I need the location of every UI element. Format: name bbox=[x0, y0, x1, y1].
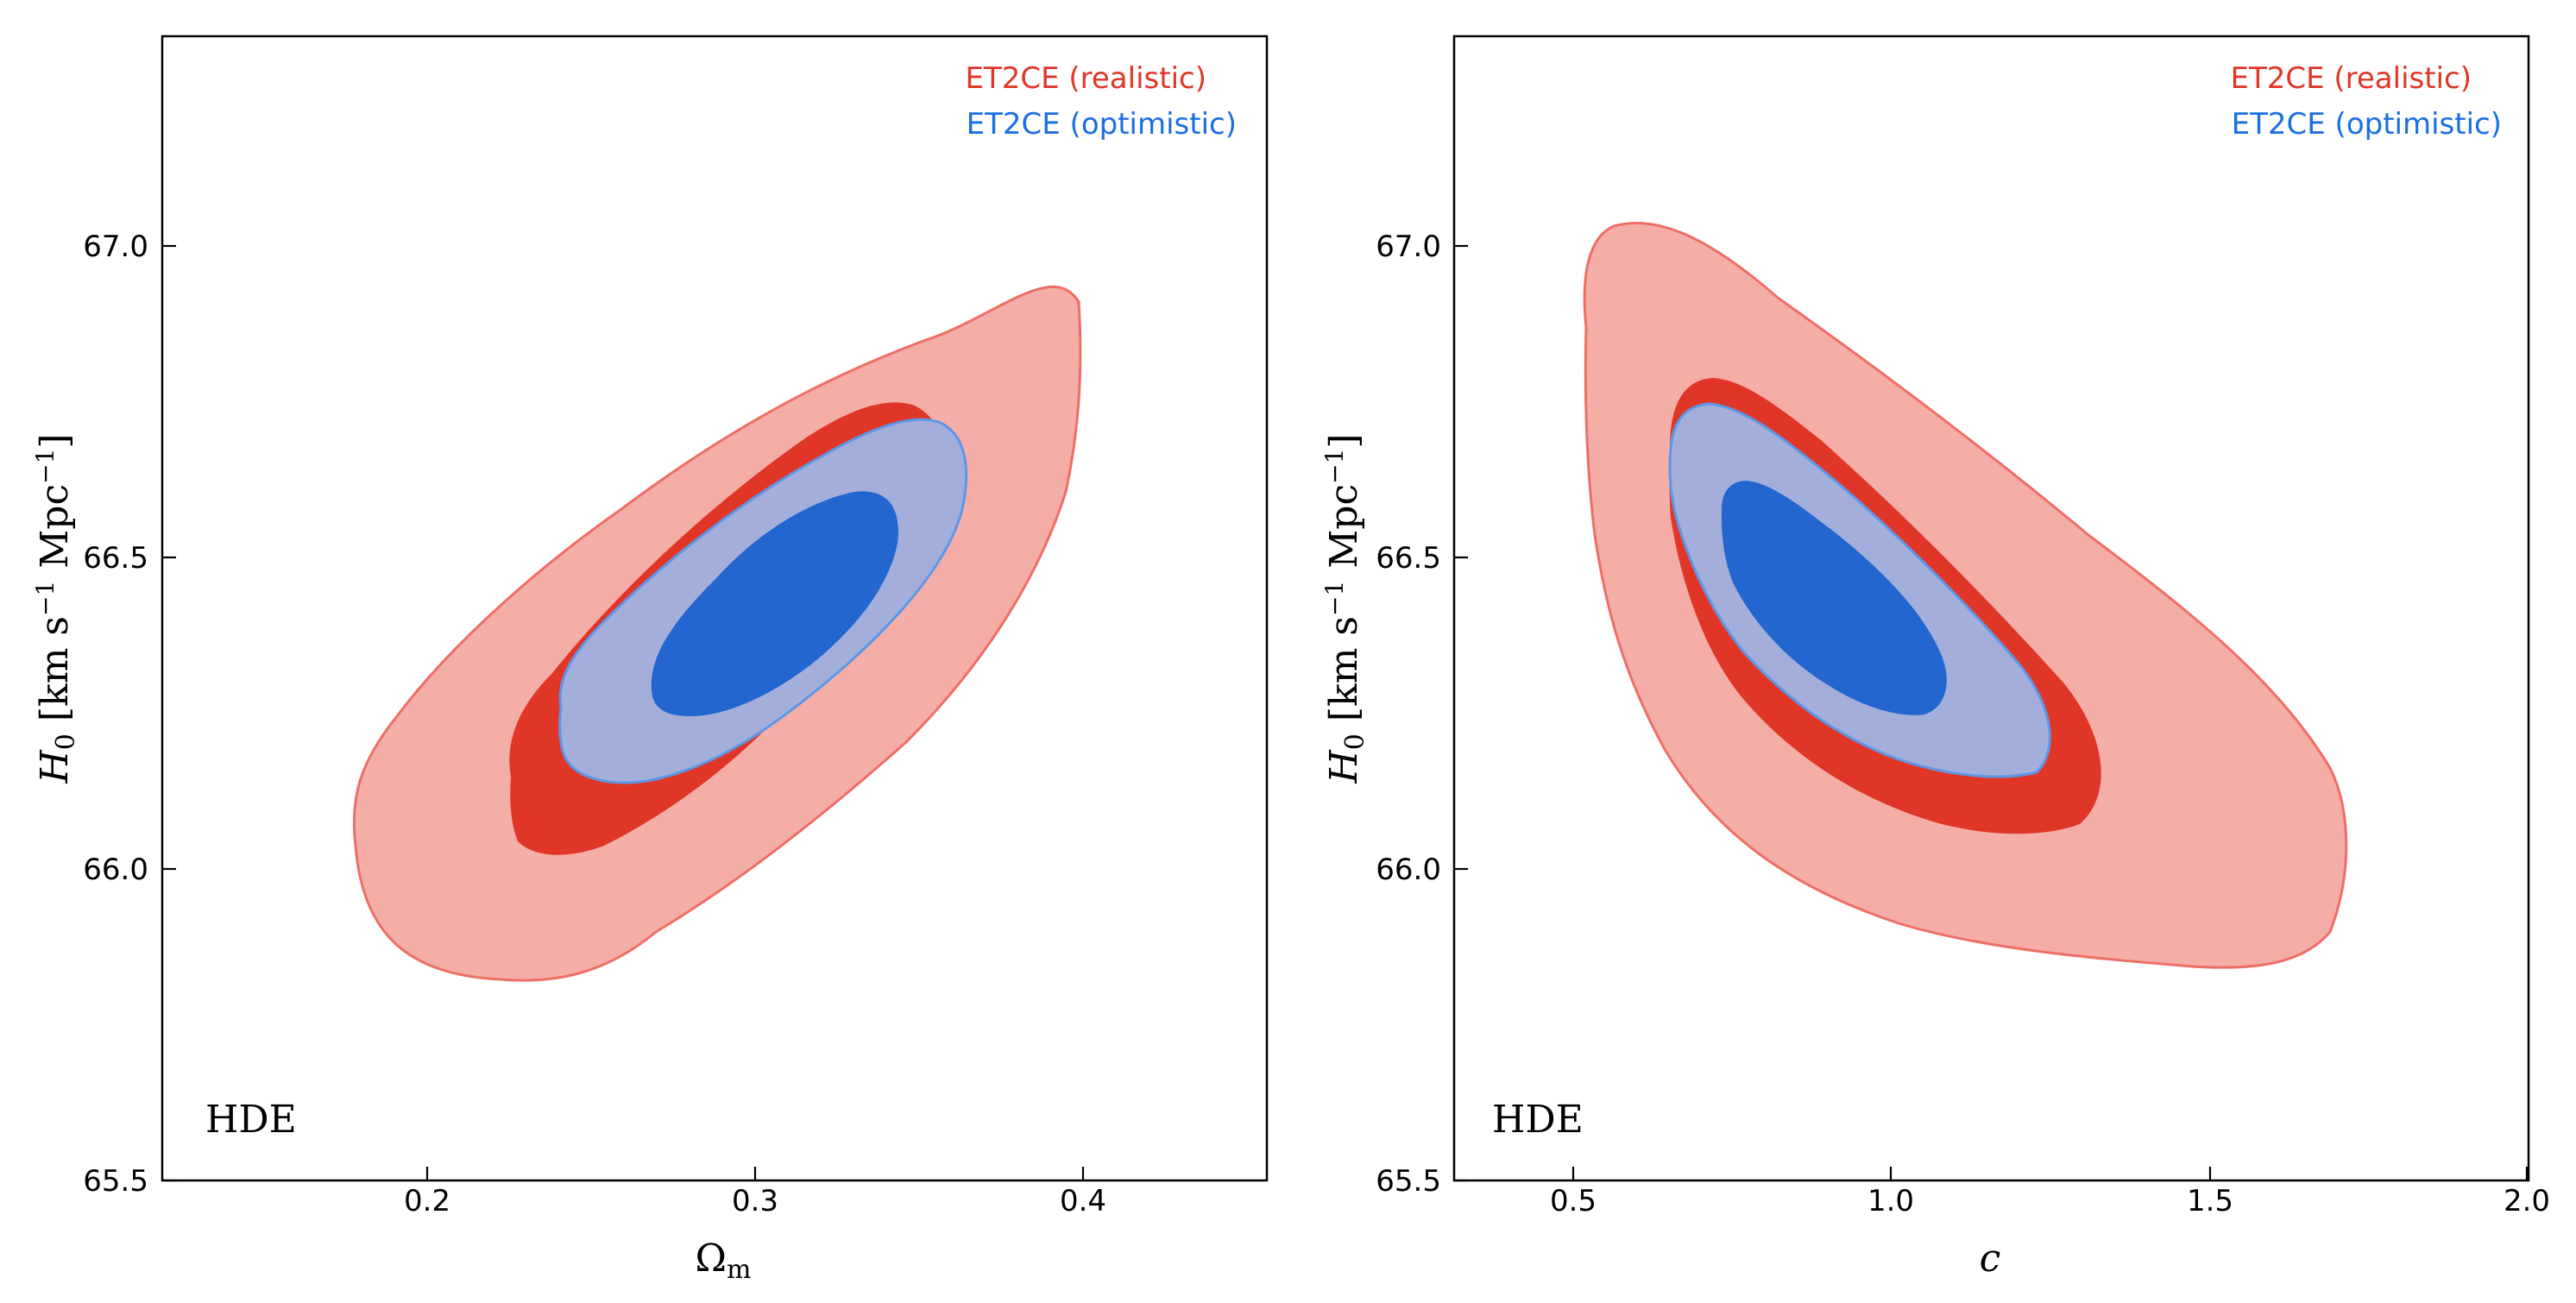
right-ytick-label: 67.0 bbox=[1376, 230, 1441, 264]
right-ytick-label: 66.5 bbox=[1376, 541, 1441, 576]
right-ytick-label: 65.5 bbox=[1376, 1164, 1441, 1199]
right-ytick-label: 66.0 bbox=[1376, 853, 1441, 887]
left-x-axis-label: Ωm bbox=[696, 1237, 752, 1285]
left-xtick-label: 0.4 bbox=[1060, 1184, 1106, 1218]
right-x-axis-label: c bbox=[1980, 1237, 2001, 1281]
left-ytick-label: 66.0 bbox=[83, 853, 148, 887]
right-y-axis-ticks bbox=[1454, 244, 1468, 1182]
left-y-axis-label: H0 [km s−1 Mpc−1] bbox=[31, 433, 81, 784]
right-contours bbox=[1583, 222, 2348, 969]
right-xtick-label: 1.5 bbox=[2187, 1184, 2233, 1218]
left-legend-realistic: ET2CE (realistic) bbox=[965, 61, 1206, 96]
left-y-axis-ticks bbox=[162, 244, 176, 1182]
left-optimistic-1sigma bbox=[651, 491, 898, 716]
right-xtick-label: 2.0 bbox=[2504, 1184, 2550, 1218]
right-annotation-hde: HDE bbox=[1492, 1098, 1584, 1142]
right-legend-realistic: ET2CE (realistic) bbox=[2230, 61, 2472, 96]
right-x-axis-ticks bbox=[1571, 1167, 2529, 1180]
right-legend-optimistic: ET2CE (optimistic) bbox=[2232, 107, 2502, 142]
right-xtick-label: 0.5 bbox=[1550, 1184, 1597, 1218]
panel-right: 0.5 1.0 1.5 2.0 65.5 66.0 66.5 67.0 ET2C… bbox=[1320, 35, 2550, 1281]
left-xtick-label: 0.2 bbox=[404, 1184, 450, 1218]
left-annotation-hde: HDE bbox=[205, 1098, 297, 1142]
left-ytick-label: 66.5 bbox=[83, 541, 148, 576]
left-contours bbox=[352, 285, 1082, 982]
left-legend-optimistic: ET2CE (optimistic) bbox=[967, 107, 1237, 142]
left-xtick-label: 0.3 bbox=[732, 1184, 778, 1218]
right-optimistic-1sigma bbox=[1721, 481, 1947, 715]
left-ytick-label: 65.5 bbox=[83, 1164, 148, 1199]
left-x-axis-ticks bbox=[425, 1167, 1085, 1180]
right-xtick-label: 1.0 bbox=[1867, 1184, 1914, 1218]
right-plot-frame bbox=[1452, 35, 2530, 1182]
right-y-axis-label: H0 [km s−1 Mpc−1] bbox=[1320, 433, 1370, 784]
left-plot-frame bbox=[161, 35, 1269, 1182]
left-ytick-label: 67.0 bbox=[83, 230, 148, 264]
panel-left: 0.2 0.3 0.4 65.5 66.0 66.5 67.0 ET2CE (r… bbox=[31, 35, 1269, 1285]
